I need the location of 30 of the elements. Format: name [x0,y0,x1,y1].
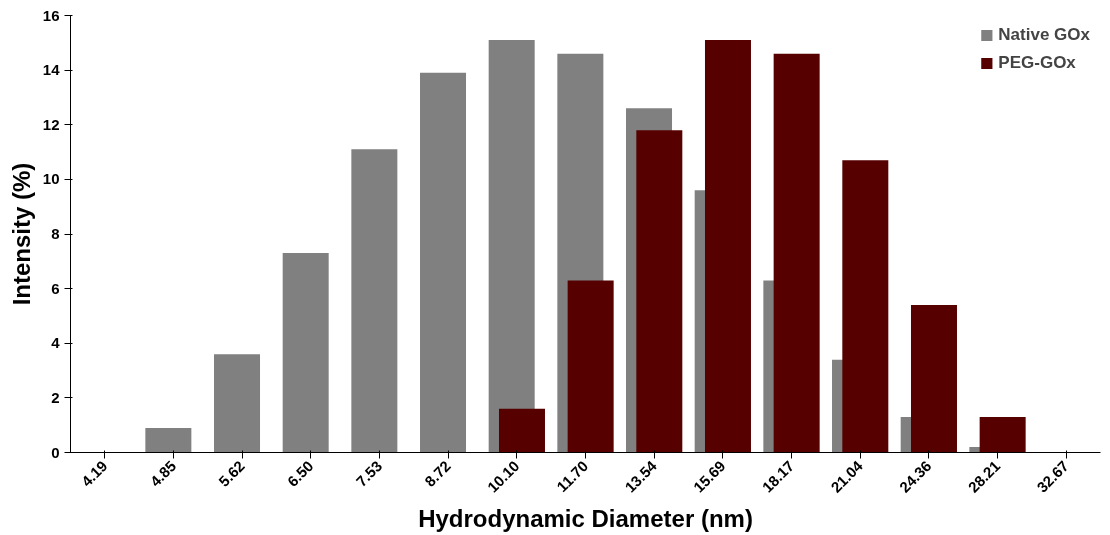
x-tick-label: 4.19 [77,457,111,490]
y-tick-label: 10 [42,170,60,188]
legend-label: PEG-GOx [998,53,1076,73]
bar [420,72,467,453]
x-axis-title: Hydrodynamic Diameter (nm) [418,505,753,533]
bar [488,40,535,453]
x-tick-label: 7.53 [352,457,386,490]
bar [145,427,192,453]
y-tick-label: 14 [42,61,61,79]
bar [704,40,751,453]
bar [567,280,614,453]
bar [773,53,820,453]
y-tick-label: 16 [42,6,60,24]
y-axis-title: Intensity (%) [7,162,35,306]
y-tick-label: 2 [51,388,60,406]
bar [498,408,545,453]
x-tick-label: 6.50 [283,457,317,490]
bar [910,305,957,453]
bar [842,160,889,453]
bar [351,149,398,453]
legend-label: Native GOx [998,25,1090,45]
bar [282,253,329,453]
y-tick-label: 0 [51,443,60,461]
y-tick-label: 4 [51,334,61,352]
y-tick-label: 6 [51,279,60,297]
y-tick-label: 12 [42,115,60,133]
bar [214,354,261,453]
y-tick-label: 8 [51,225,60,242]
bar [979,416,1026,453]
bar [636,130,683,453]
